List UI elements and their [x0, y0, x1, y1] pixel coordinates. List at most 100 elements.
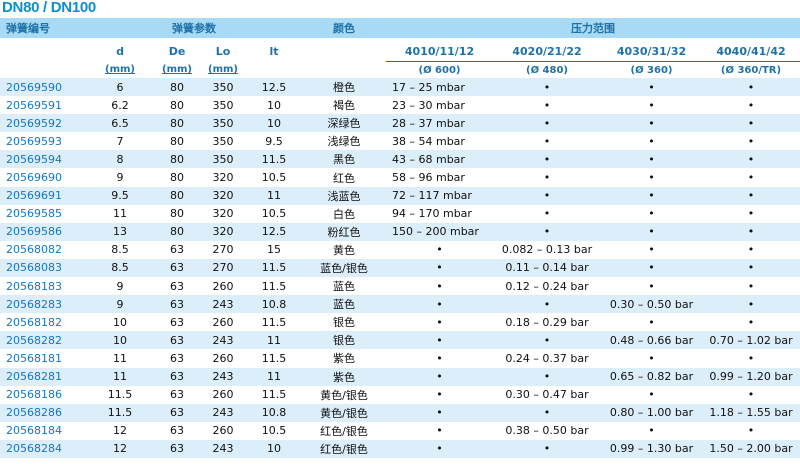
lt-cell: 11.5	[246, 313, 302, 332]
lt-cell: 11	[246, 186, 302, 205]
range-4040-cell: •	[702, 114, 800, 133]
lo-cell: 243	[200, 403, 246, 422]
range-4010-cell: •	[386, 421, 493, 440]
color-cell: 银色	[302, 331, 386, 350]
part-number-cell: 20568181	[0, 349, 86, 368]
d-cell: 8.5	[86, 258, 154, 278]
header-color: 颜色	[302, 18, 386, 38]
table-row: 20568284 12 63 243 10 红色/银色 • • 0.99 – 1.30 bar 1…	[0, 439, 800, 458]
d-cell: 11	[86, 204, 154, 223]
part-number-cell: 20569593	[0, 132, 86, 151]
range-4020-cell: 0.38 – 0.50 bar	[493, 421, 601, 440]
range-4040-cell: •	[702, 313, 800, 332]
table-row: 20568183 9 63 260 11.5 蓝色 • 0.12 – 0.24 bar • •	[0, 277, 800, 296]
de-cell: 63	[154, 277, 200, 296]
range-4040-cell: •	[702, 222, 800, 241]
range-4020-cell: 0.24 – 0.37 bar	[493, 349, 601, 368]
lo-cell: 320	[200, 222, 246, 241]
lt-cell: 12.5	[246, 222, 302, 241]
d-cell: 9	[86, 277, 154, 296]
range-4020-cell: 0.18 – 0.29 bar	[493, 313, 601, 332]
de-cell: 80	[154, 168, 200, 187]
range-4040-cell: •	[702, 385, 800, 404]
range-4020-cell: 0.30 – 0.47 bar	[493, 385, 601, 404]
range-4040-cell: •	[702, 204, 800, 223]
table-row: 20569586 13 80 320 12.5 粉红色 150 – 200 mbar • • •	[0, 222, 800, 241]
range-4030-cell: 0.65 – 0.82 bar	[601, 367, 702, 386]
lo-cell: 320	[200, 186, 246, 205]
range-4010-cell: 17 – 25 mbar	[386, 78, 493, 97]
color-cell: 粉红色	[302, 222, 386, 241]
range-4020-cell: 0.12 – 0.24 bar	[493, 277, 601, 296]
range-4030-cell: •	[601, 240, 702, 259]
header-unit-d: (mm)	[86, 61, 154, 78]
de-cell: 63	[154, 258, 200, 278]
color-cell: 红色/银色	[302, 439, 386, 458]
range-4020-cell: •	[493, 367, 601, 386]
range-4030-cell: •	[601, 349, 702, 368]
de-cell: 63	[154, 403, 200, 422]
d-cell: 10	[86, 331, 154, 350]
header-p3: 4030/31/32	[601, 38, 702, 62]
d-cell: 9.5	[86, 186, 154, 205]
lt-cell: 9.5	[246, 132, 302, 151]
range-4020-cell: •	[493, 331, 601, 350]
range-4040-cell: 0.99 – 1.20 bar	[702, 367, 800, 386]
part-number-cell: 20568184	[0, 421, 86, 440]
lt-cell: 10	[246, 114, 302, 133]
lo-cell: 350	[200, 150, 246, 169]
table-row: 20568186 11.5 63 260 11.5 黄色/银色 • 0.30 – 0.47 b…	[0, 385, 800, 404]
header-p4-sub: (Ø 360/TR)	[702, 61, 800, 78]
range-4040-cell: 1.18 – 1.55 bar	[702, 403, 800, 422]
lo-cell: 260	[200, 313, 246, 332]
table-row: 20569585 11 80 320 10.5 白色 94 – 170 mbar • • •	[0, 204, 800, 223]
part-number-cell: 20569592	[0, 114, 86, 133]
range-4020-cell: 0.11 – 0.14 bar	[493, 258, 601, 278]
lo-cell: 243	[200, 439, 246, 458]
table-row: 20569594 8 80 350 11.5 黑色 43 – 68 mbar • • •	[0, 150, 800, 169]
range-4020-cell: •	[493, 150, 601, 169]
range-4040-cell: •	[702, 186, 800, 205]
part-number-cell: 20569586	[0, 222, 86, 241]
range-4020-cell: •	[493, 114, 601, 133]
color-cell: 银色	[302, 313, 386, 332]
table-row: 20568083 8.5 63 270 11.5 蓝色/银色 • 0.11 – 0.14 ba…	[0, 258, 800, 278]
d-cell: 11.5	[86, 403, 154, 422]
header-p3-sub: (Ø 360)	[601, 61, 702, 78]
d-cell: 13	[86, 222, 154, 241]
range-4020-cell: •	[493, 295, 601, 314]
table-row: 20569592 6.5 80 350 10 深绿色 28 – 37 mbar • • •	[0, 114, 800, 133]
part-number-cell: 20569594	[0, 150, 86, 169]
part-number-cell: 20568284	[0, 439, 86, 458]
range-4010-cell: •	[386, 331, 493, 350]
range-4020-cell: •	[493, 439, 601, 458]
range-4030-cell: •	[601, 186, 702, 205]
range-4010-cell: 28 – 37 mbar	[386, 114, 493, 133]
part-number-cell: 20568082	[0, 240, 86, 259]
de-cell: 63	[154, 385, 200, 404]
header-blank	[0, 38, 86, 62]
table-row: 20568282 10 63 243 11 银色 • • 0.48 – 0.66 bar 0.70…	[0, 331, 800, 350]
range-4040-cell: 0.70 – 1.02 bar	[702, 331, 800, 350]
range-4030-cell: •	[601, 258, 702, 278]
part-number-cell: 20568182	[0, 313, 86, 332]
header-p1-sub: (Ø 600)	[386, 61, 493, 78]
d-cell: 6	[86, 78, 154, 97]
page-title: DN80 / DN100	[2, 0, 96, 16]
d-cell: 9	[86, 295, 154, 314]
part-number-cell: 20568281	[0, 367, 86, 386]
de-cell: 63	[154, 421, 200, 440]
de-cell: 63	[154, 240, 200, 259]
part-number-cell: 20568286	[0, 403, 86, 422]
lo-cell: 320	[200, 168, 246, 187]
range-4030-cell: 0.80 – 1.00 bar	[601, 403, 702, 422]
range-4040-cell: •	[702, 295, 800, 314]
color-cell: 黑色	[302, 150, 386, 169]
range-4030-cell: •	[601, 168, 702, 187]
lt-cell: 11	[246, 367, 302, 386]
range-4010-cell: •	[386, 367, 493, 386]
range-4030-cell: •	[601, 222, 702, 241]
range-4010-cell: 94 – 170 mbar	[386, 204, 493, 223]
range-4030-cell: •	[601, 313, 702, 332]
range-4010-cell: •	[386, 349, 493, 368]
